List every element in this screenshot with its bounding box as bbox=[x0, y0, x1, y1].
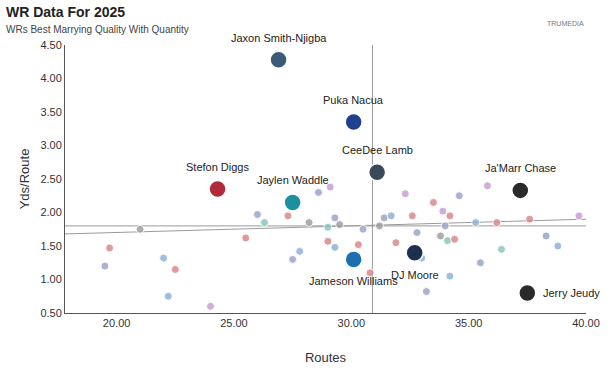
svg-text:Puka Nacua: Puka Nacua bbox=[323, 94, 384, 106]
svg-text:WRs Best Marrying Quality With: WRs Best Marrying Quality With Quantity bbox=[6, 24, 189, 35]
svg-text:DJ Moore: DJ Moore bbox=[391, 269, 439, 281]
svg-text:Jerry Jeudy: Jerry Jeudy bbox=[543, 287, 600, 299]
svg-text:WR Data For 2025: WR Data For 2025 bbox=[6, 4, 125, 20]
svg-text:2.00: 2.00 bbox=[40, 206, 61, 218]
svg-text:4.00: 4.00 bbox=[40, 72, 61, 84]
svg-text:Jaxon Smith-Njigba: Jaxon Smith-Njigba bbox=[231, 32, 327, 44]
svg-text:0.50: 0.50 bbox=[40, 307, 61, 319]
svg-text:Routes: Routes bbox=[305, 350, 347, 365]
svg-text:1.00: 1.00 bbox=[40, 273, 61, 285]
svg-text:20.00: 20.00 bbox=[103, 317, 131, 329]
svg-text:2.50: 2.50 bbox=[40, 173, 61, 185]
svg-text:30.00: 30.00 bbox=[338, 317, 366, 329]
svg-text:CeeDee Lamb: CeeDee Lamb bbox=[342, 144, 413, 156]
svg-text:Stefon Diggs: Stefon Diggs bbox=[186, 161, 249, 173]
svg-text:4.50: 4.50 bbox=[40, 39, 61, 51]
svg-text:Jaylen Waddle: Jaylen Waddle bbox=[257, 174, 329, 186]
svg-text:TRUMEDIA: TRUMEDIA bbox=[547, 20, 584, 27]
svg-text:40.00: 40.00 bbox=[572, 317, 600, 329]
svg-text:3.50: 3.50 bbox=[40, 106, 61, 118]
svg-text:Yds/Route: Yds/Route bbox=[17, 149, 32, 210]
svg-text:Ja'Marr Chase: Ja'Marr Chase bbox=[485, 162, 556, 174]
svg-text:3.00: 3.00 bbox=[40, 139, 61, 151]
svg-text:Jameson Williams: Jameson Williams bbox=[309, 275, 398, 287]
svg-text:25.00: 25.00 bbox=[220, 317, 248, 329]
svg-text:35.00: 35.00 bbox=[455, 317, 483, 329]
svg-text:1.50: 1.50 bbox=[40, 240, 61, 252]
